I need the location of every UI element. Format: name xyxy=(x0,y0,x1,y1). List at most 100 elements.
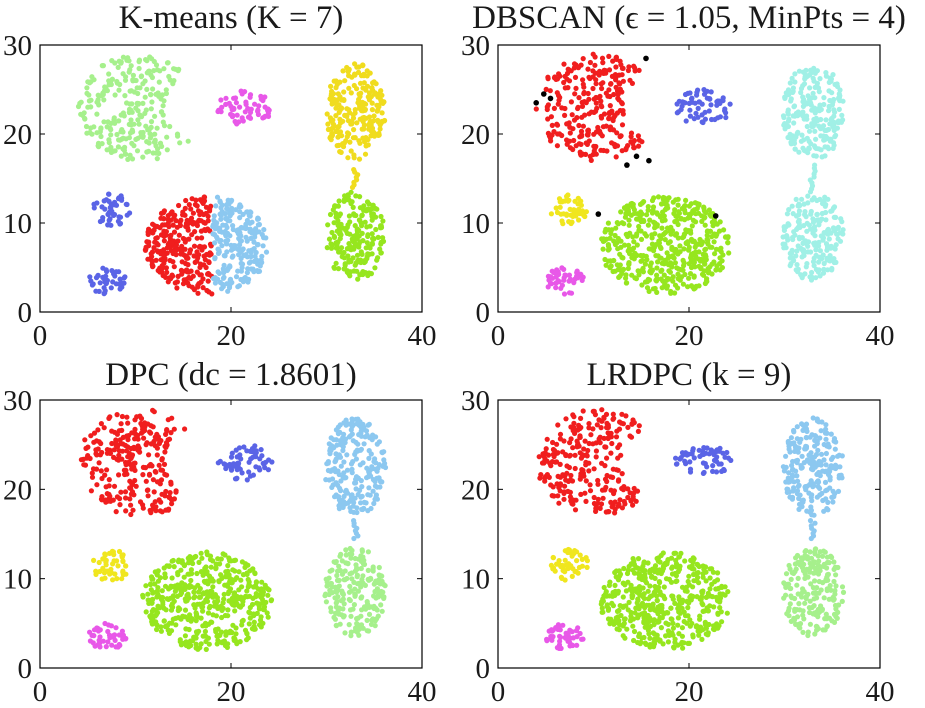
scatter-point xyxy=(140,472,146,478)
scatter-point xyxy=(354,620,360,627)
scatter-point xyxy=(555,131,561,137)
scatter-point xyxy=(89,474,96,480)
scatter-point xyxy=(816,590,822,596)
scatter-point xyxy=(358,565,364,572)
scatter-point xyxy=(342,78,348,84)
scatter-point xyxy=(159,588,165,594)
scatter-point xyxy=(156,150,162,156)
scatter-point xyxy=(544,638,550,644)
scatter-point xyxy=(161,216,167,222)
scatter-point xyxy=(149,74,155,81)
scatter-point xyxy=(363,143,369,149)
scatter-point xyxy=(338,245,345,251)
scatter-point xyxy=(331,614,337,621)
scatter-point xyxy=(823,426,829,432)
scatter-point xyxy=(186,274,192,281)
scatter-point xyxy=(628,498,634,504)
scatter-point xyxy=(558,563,564,570)
scatter-point xyxy=(369,217,375,223)
scatter-point xyxy=(831,226,837,232)
scatter-point xyxy=(218,212,224,219)
scatter-point xyxy=(348,148,354,154)
scatter-point xyxy=(723,114,729,121)
scatter-point xyxy=(137,112,143,118)
scatter-point xyxy=(824,559,831,566)
scatter-point xyxy=(347,571,353,577)
scatter-point xyxy=(235,231,241,237)
scatter-point xyxy=(634,488,641,494)
scatter-point xyxy=(717,100,723,106)
scatter-point xyxy=(711,451,717,457)
scatter-point xyxy=(100,638,106,644)
scatter-point xyxy=(569,112,575,118)
scatter-point xyxy=(108,205,114,211)
scatter-point xyxy=(342,475,348,481)
scatter-point xyxy=(563,477,569,483)
cluster-8 xyxy=(140,549,275,653)
scatter-point xyxy=(350,135,356,141)
scatter-point xyxy=(824,127,830,133)
scatter-point xyxy=(100,556,106,562)
scatter-point xyxy=(233,447,239,453)
scatter-point xyxy=(138,415,145,422)
scatter-point xyxy=(649,197,656,204)
scatter-point xyxy=(94,130,100,136)
scatter-point xyxy=(255,222,261,228)
scatter-point xyxy=(590,426,596,432)
y-tick-label: 30 xyxy=(3,385,32,417)
scatter-point xyxy=(233,631,239,637)
scatter-point xyxy=(645,204,651,210)
scatter-point xyxy=(823,611,829,617)
scatter-point xyxy=(118,60,124,66)
scatter-point xyxy=(165,507,171,513)
scatter-point xyxy=(365,508,371,514)
scatter-point xyxy=(807,549,813,555)
scatter-point xyxy=(591,408,597,414)
scatter-point xyxy=(653,278,660,284)
scatter-point xyxy=(203,564,209,570)
scatter-point xyxy=(591,466,597,472)
scatter-point xyxy=(645,276,651,282)
scatter-point xyxy=(344,134,350,140)
scatter-point xyxy=(688,96,695,102)
scatter-point xyxy=(785,134,791,141)
scatter-point xyxy=(789,75,795,81)
scatter-point xyxy=(567,627,573,633)
scatter-point xyxy=(364,465,370,471)
scatter-point xyxy=(785,111,791,117)
scatter-point xyxy=(164,622,171,629)
scatter-point xyxy=(578,491,584,497)
scatter-point xyxy=(544,472,551,478)
scatter-point xyxy=(94,625,100,631)
scatter-point xyxy=(224,224,230,231)
scatter-point xyxy=(577,630,583,637)
scatter-point xyxy=(165,60,171,66)
scatter-point xyxy=(103,559,109,565)
scatter-point xyxy=(533,106,539,112)
scatter-point xyxy=(375,593,381,599)
scatter-point xyxy=(329,95,335,101)
scatter-point xyxy=(576,122,582,129)
scatter-point xyxy=(574,642,580,648)
scatter-point xyxy=(257,467,263,473)
scatter-point xyxy=(173,252,179,258)
scatter-point xyxy=(696,283,702,289)
scatter-point xyxy=(360,135,366,141)
scatter-point xyxy=(116,428,122,434)
cluster-5 xyxy=(324,189,387,282)
scatter-point xyxy=(244,217,250,224)
scatter-point xyxy=(672,282,679,288)
scatter-point xyxy=(148,119,155,125)
scatter-point xyxy=(331,559,337,565)
scatter-point xyxy=(252,583,259,589)
scatter-point xyxy=(224,267,230,273)
scatter-point xyxy=(231,635,237,641)
cluster-1 xyxy=(75,54,191,162)
scatter-point xyxy=(174,285,180,291)
scatter-point xyxy=(122,93,128,99)
scatter-point xyxy=(599,104,605,110)
scatter-point xyxy=(576,206,582,212)
scatter-point xyxy=(817,248,824,254)
scatter-point xyxy=(824,257,830,263)
